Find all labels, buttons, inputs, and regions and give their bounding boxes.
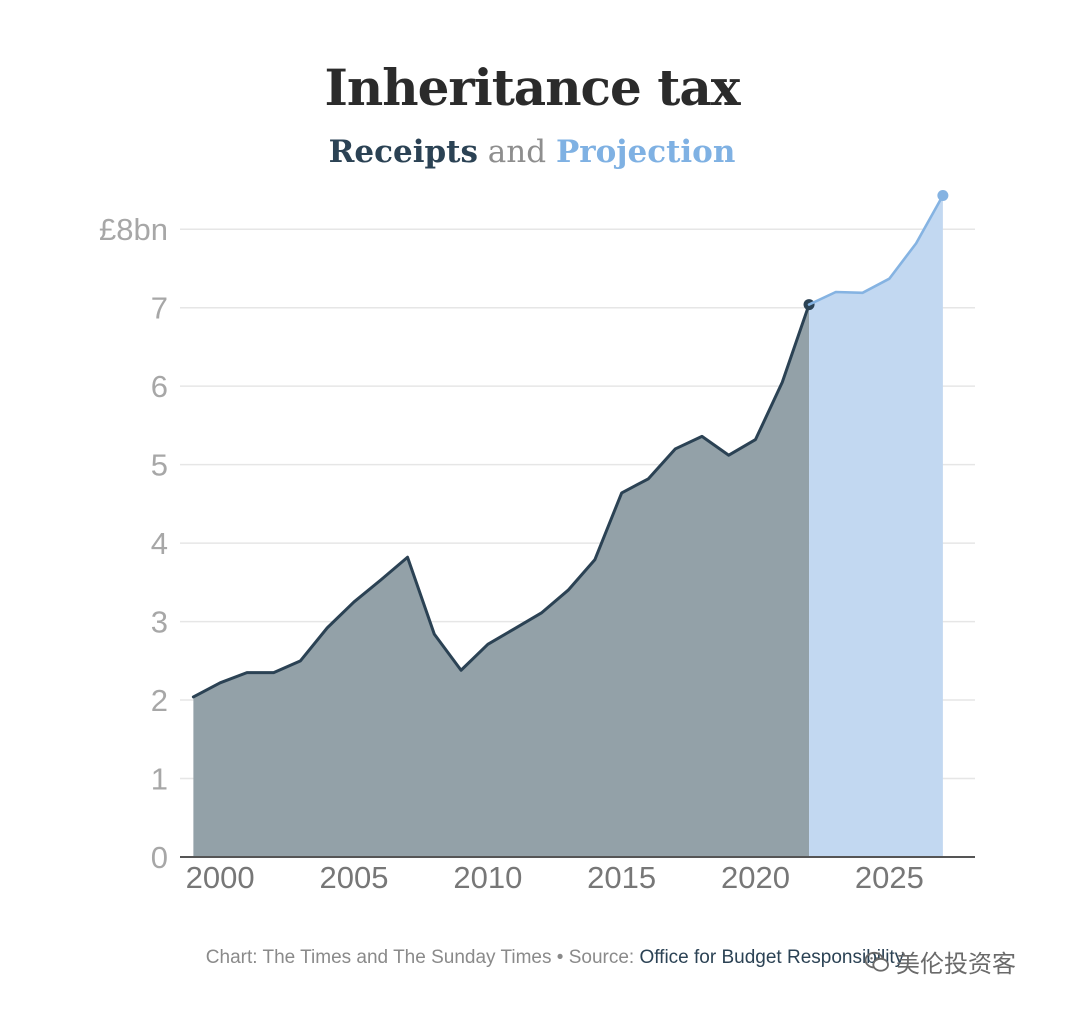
- watermark: 美伦投资客: [864, 944, 1016, 979]
- receipts-area: [193, 304, 810, 857]
- projection-area: [809, 195, 943, 858]
- x-tick-labels: 2000 2005 2010 2015 2020 2025: [186, 860, 924, 895]
- chart-subtitle: Receipts and Projection: [0, 134, 1064, 170]
- projection-line: [807, 194, 945, 306]
- x-tick-label: 2010: [453, 860, 522, 895]
- x-tick-label: 2025: [855, 860, 924, 895]
- y-tick-label: £8bn: [99, 212, 168, 247]
- y-tick-label: 7: [151, 291, 168, 326]
- y-tick-label: 1: [151, 762, 168, 797]
- y-tick-label: 2: [151, 683, 168, 718]
- footer-source-label: Source:: [568, 947, 635, 968]
- area-layer: [193, 195, 943, 858]
- y-tick-label: 0: [151, 840, 168, 875]
- x-tick-label: 2005: [320, 860, 389, 895]
- y-tick-label: 4: [151, 526, 168, 561]
- projection-end-marker: [937, 189, 949, 201]
- footer-separator: •: [556, 947, 564, 968]
- x-tick-label: 2000: [186, 860, 255, 895]
- y-tick-labels: 0 1 2 3 4 5 6 7 £8bn: [99, 212, 168, 875]
- footer-credit: Chart: The Times and The Sunday Times: [205, 947, 552, 968]
- subtitle-projection: Projection: [555, 134, 736, 170]
- subtitle-and: and: [487, 134, 547, 170]
- receipts-line: [191, 303, 811, 699]
- y-tick-label: 5: [151, 448, 168, 483]
- y-tick-label: 3: [151, 605, 168, 640]
- line-layer: [191, 189, 949, 699]
- subtitle-receipts: Receipts: [328, 134, 478, 170]
- footer-source-org[interactable]: Office for Budget Responsibility: [639, 947, 905, 968]
- y-tick-label: 6: [151, 369, 168, 404]
- chart-footer: Chart: The Times and The Sunday Times • …: [0, 947, 1080, 969]
- x-tick-label: 2020: [721, 860, 790, 895]
- wechat-icon: [864, 951, 889, 972]
- watermark-text: 美伦投资客: [896, 950, 1016, 978]
- x-tick-label: 2015: [587, 860, 656, 895]
- chart-title: Inheritance tax: [324, 58, 740, 117]
